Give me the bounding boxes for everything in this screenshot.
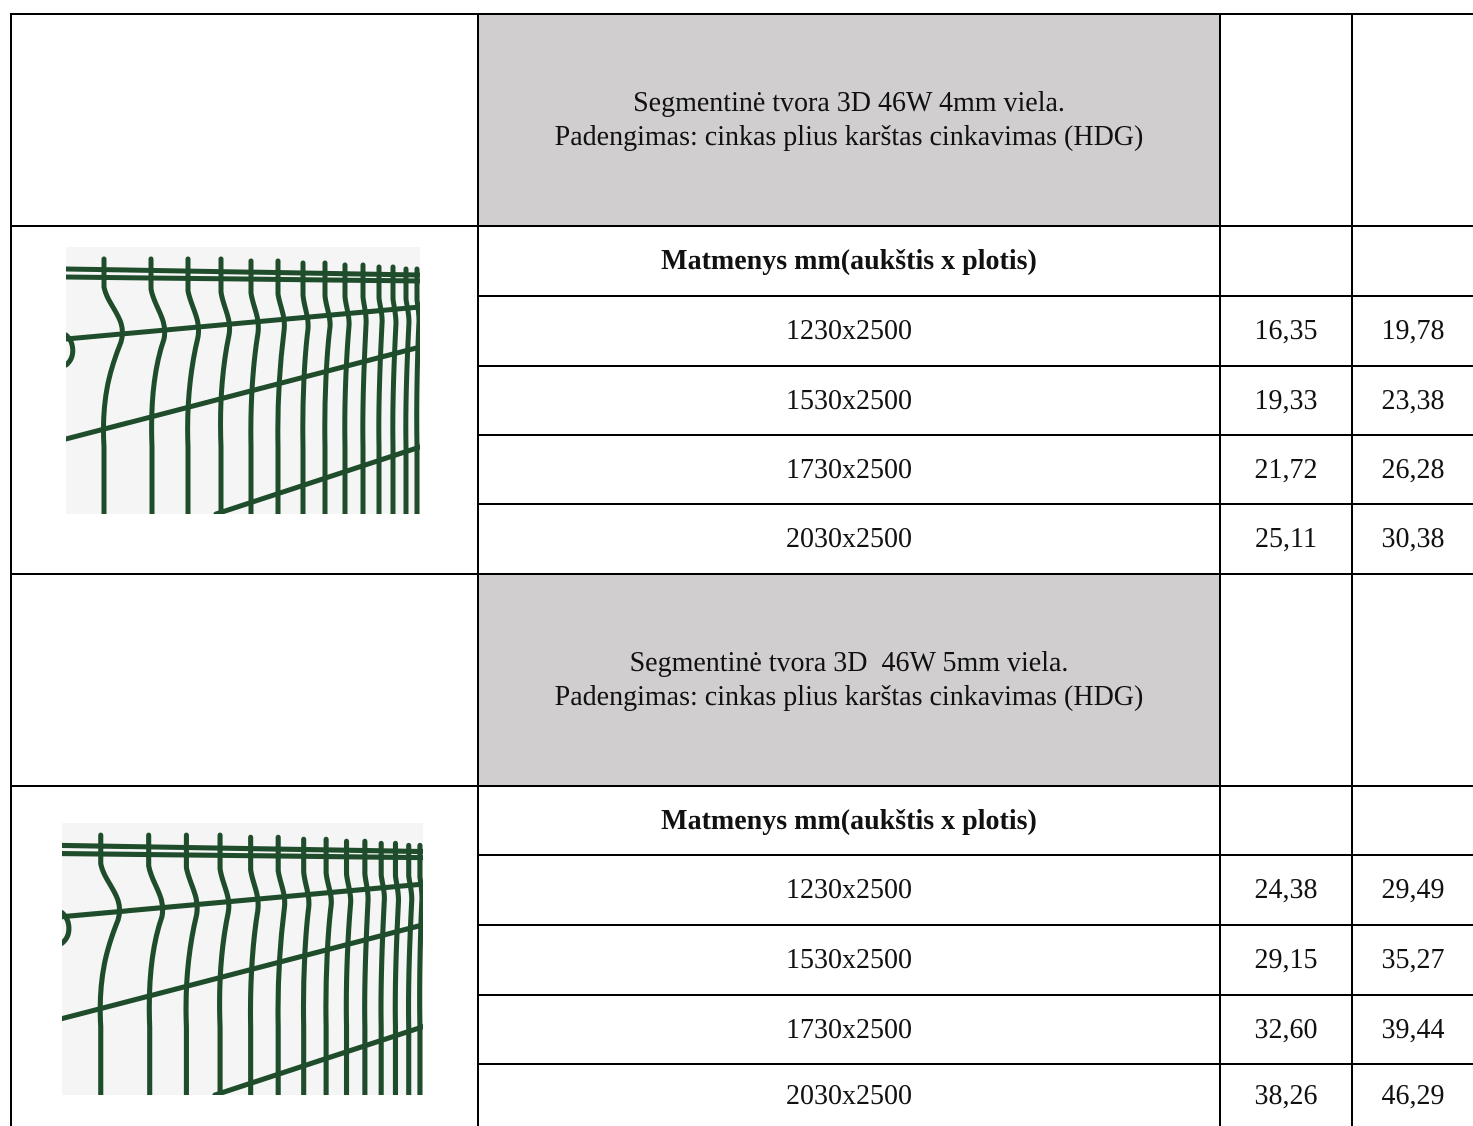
size-cell: 1730x2500 xyxy=(786,1013,912,1045)
price-vat-cell: 46,29 xyxy=(1381,1079,1445,1111)
price-vat-cell: 35,27 xyxy=(1381,944,1445,976)
dimensions-header: Matmenys mm(aukštis x plotis) xyxy=(661,804,1037,836)
grid-line xyxy=(478,854,1473,856)
grid-line xyxy=(477,13,479,1126)
fence-panel-image xyxy=(62,823,423,1095)
product-title-line1: Segmentinė tvora 3D 46W 4mm viela. xyxy=(633,87,1065,119)
price-vat-cell: 23,38 xyxy=(1381,384,1445,416)
grid-line xyxy=(478,434,1473,436)
product-title-cell: Segmentinė tvora 3D 46W 4mm viela. Paden… xyxy=(479,15,1219,225)
price-cell: 38,26 xyxy=(1254,1079,1318,1111)
grid-line xyxy=(10,13,12,1126)
price-cell: 32,60 xyxy=(1254,1013,1318,1045)
size-cell: 2030x2500 xyxy=(786,1079,912,1111)
grid-line xyxy=(10,785,1473,787)
grid-line xyxy=(1219,13,1221,1126)
price-cell: 19,33 xyxy=(1254,384,1318,416)
size-cell: 1230x2500 xyxy=(786,874,912,906)
size-cell: 1530x2500 xyxy=(786,384,912,416)
dimensions-header: Matmenys mm(aukštis x plotis) xyxy=(661,245,1037,277)
price-vat-cell: 19,78 xyxy=(1381,315,1445,347)
size-cell: 1730x2500 xyxy=(786,453,912,485)
size-cell: 2030x2500 xyxy=(786,523,912,555)
fence-panel-image xyxy=(66,247,420,514)
price-cell: 24,38 xyxy=(1254,874,1318,906)
size-cell: 1230x2500 xyxy=(786,315,912,347)
product-title-cell: Segmentinė tvora 3D 46W 5mm viela. Paden… xyxy=(479,575,1219,785)
product-title-line1: Segmentinė tvora 3D 46W 5mm viela. xyxy=(629,647,1069,679)
fence-panel-svg xyxy=(62,832,423,1095)
price-vat-cell: 39,44 xyxy=(1381,1013,1445,1045)
grid-line xyxy=(478,924,1473,926)
price-vat-cell: 29,49 xyxy=(1381,874,1445,906)
price-cell: 29,15 xyxy=(1254,944,1318,976)
grid-line xyxy=(478,365,1473,367)
grid-line xyxy=(478,503,1473,505)
price-vat-cell: 26,28 xyxy=(1381,453,1445,485)
fence-panel-svg xyxy=(66,256,420,514)
grid-line xyxy=(478,994,1473,996)
size-cell: 1530x2500 xyxy=(786,944,912,976)
grid-line xyxy=(478,1063,1473,1065)
price-cell: 25,11 xyxy=(1255,523,1317,555)
price-cell: 21,72 xyxy=(1254,453,1318,485)
grid-line xyxy=(10,13,1473,15)
product-title-line2: Padengimas: cinkas plius karštas cinkavi… xyxy=(554,121,1144,152)
grid-line xyxy=(10,225,1473,227)
product-title-line2: Padengimas: cinkas plius karštas cinkavi… xyxy=(554,681,1144,712)
grid-line xyxy=(478,295,1473,297)
price-vat-cell: 30,38 xyxy=(1381,523,1445,555)
grid-line xyxy=(1351,13,1353,1126)
grid-line xyxy=(10,573,1473,575)
price-cell: 16,35 xyxy=(1254,315,1318,347)
